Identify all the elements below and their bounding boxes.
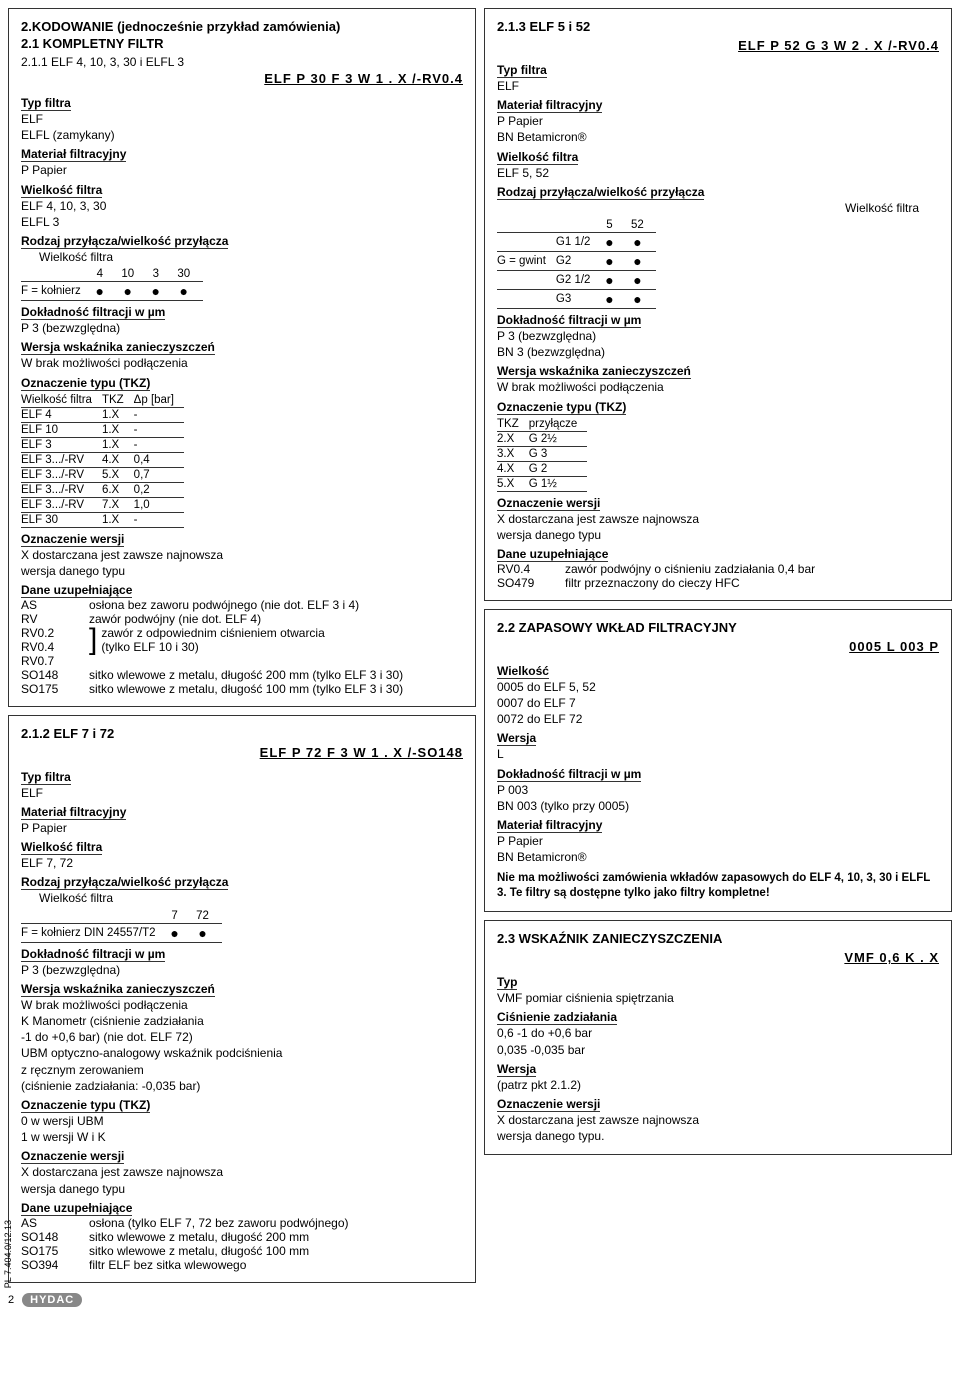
lbl-rod: Rodzaj przyłącza/wielkość przyłącza — [21, 234, 228, 249]
lbl-tkz: Oznaczenie typu (TKZ) — [21, 376, 150, 391]
codeline-22: 0005 L 003 P — [497, 639, 939, 654]
title-kodowanie: 2.KODOWANIE (jednocześnie przykład zamów… — [21, 19, 463, 34]
note-22: Nie ma możliwości zamówienia wkładów zap… — [497, 871, 939, 901]
codeline-213: ELF P 52 G 3 W 2 . X /-RV0.4 — [497, 38, 939, 53]
codeline-212: ELF P 72 F 3 W 1 . X /-SO148 — [21, 745, 463, 760]
page-number: 2 — [8, 1294, 14, 1306]
lbl-ozw: Oznaczenie wersji — [21, 532, 124, 547]
page-footer: 2 HYDAC — [0, 1291, 960, 1309]
brand-logo: HYDAC — [22, 1293, 82, 1307]
section-2-3: 2.3 WSKAŹNIK ZANIECZYSZCZENIA VMF 0,6 K … — [484, 920, 952, 1155]
section-2-1-1: 2.KODOWANIE (jednocześnie przykład zamów… — [8, 8, 476, 707]
title-23: 2.3 WSKAŹNIK ZANIECZYSZCZENIA — [497, 931, 939, 946]
title-kompletny: 2.1 KOMPLETNY FILTR — [21, 36, 463, 51]
section-2-2: 2.2 ZAPASOWY WKŁAD FILTRACYJNY 0005 L 00… — [484, 609, 952, 912]
rod-table-212: 772 F = kołnierz DIN 24557/T2●● — [21, 909, 222, 943]
rod-table-211: 4 10 3 30 F = kołnierz ● ● ● ● — [21, 267, 203, 301]
tkz-table-213: TKZprzyłącze 2.XG 2½ 3.XG 3 4.XG 2 5.XG … — [497, 417, 587, 492]
lbl-wiel: Wielkość filtra — [21, 183, 102, 198]
bracket-icon: ] — [89, 626, 97, 653]
lbl-typ: Typ filtra — [21, 96, 71, 111]
title-22: 2.2 ZAPASOWY WKŁAD FILTRACYJNY — [497, 620, 939, 635]
codeline-211: ELF P 30 F 3 W 1 . X /-RV0.4 — [21, 71, 463, 86]
codeline-23: VMF 0,6 K . X — [497, 950, 939, 965]
lbl-mat: Materiał filtracyjny — [21, 147, 126, 162]
rod-table-213: 552 G1 1/2●● G = gwintG2●● G2 1/2●● G3●● — [497, 218, 656, 309]
title-211: 2.1.1 ELF 4, 10, 3, 30 i ELFL 3 — [21, 55, 463, 69]
lbl-dane: Dane uzupełniające — [21, 583, 132, 598]
title-212: 2.1.2 ELF 7 i 72 — [21, 726, 463, 741]
lbl-dok: Dokładność filtracji w µm — [21, 305, 165, 320]
lbl-wsk: Wersja wskaźnika zanieczyszczeń — [21, 340, 215, 355]
title-213: 2.1.3 ELF 5 i 52 — [497, 19, 939, 34]
section-2-1-2: 2.1.2 ELF 7 i 72 ELF P 72 F 3 W 1 . X /-… — [8, 715, 476, 1283]
section-2-1-3: 2.1.3 ELF 5 i 52 ELF P 52 G 3 W 2 . X /-… — [484, 8, 952, 601]
doc-ref-side: PL 7.404.0/12.13 — [3, 1220, 13, 1288]
tkz-table-211: Wielkość filtra TKZ Δp [bar] ELF 41.X- E… — [21, 393, 184, 528]
